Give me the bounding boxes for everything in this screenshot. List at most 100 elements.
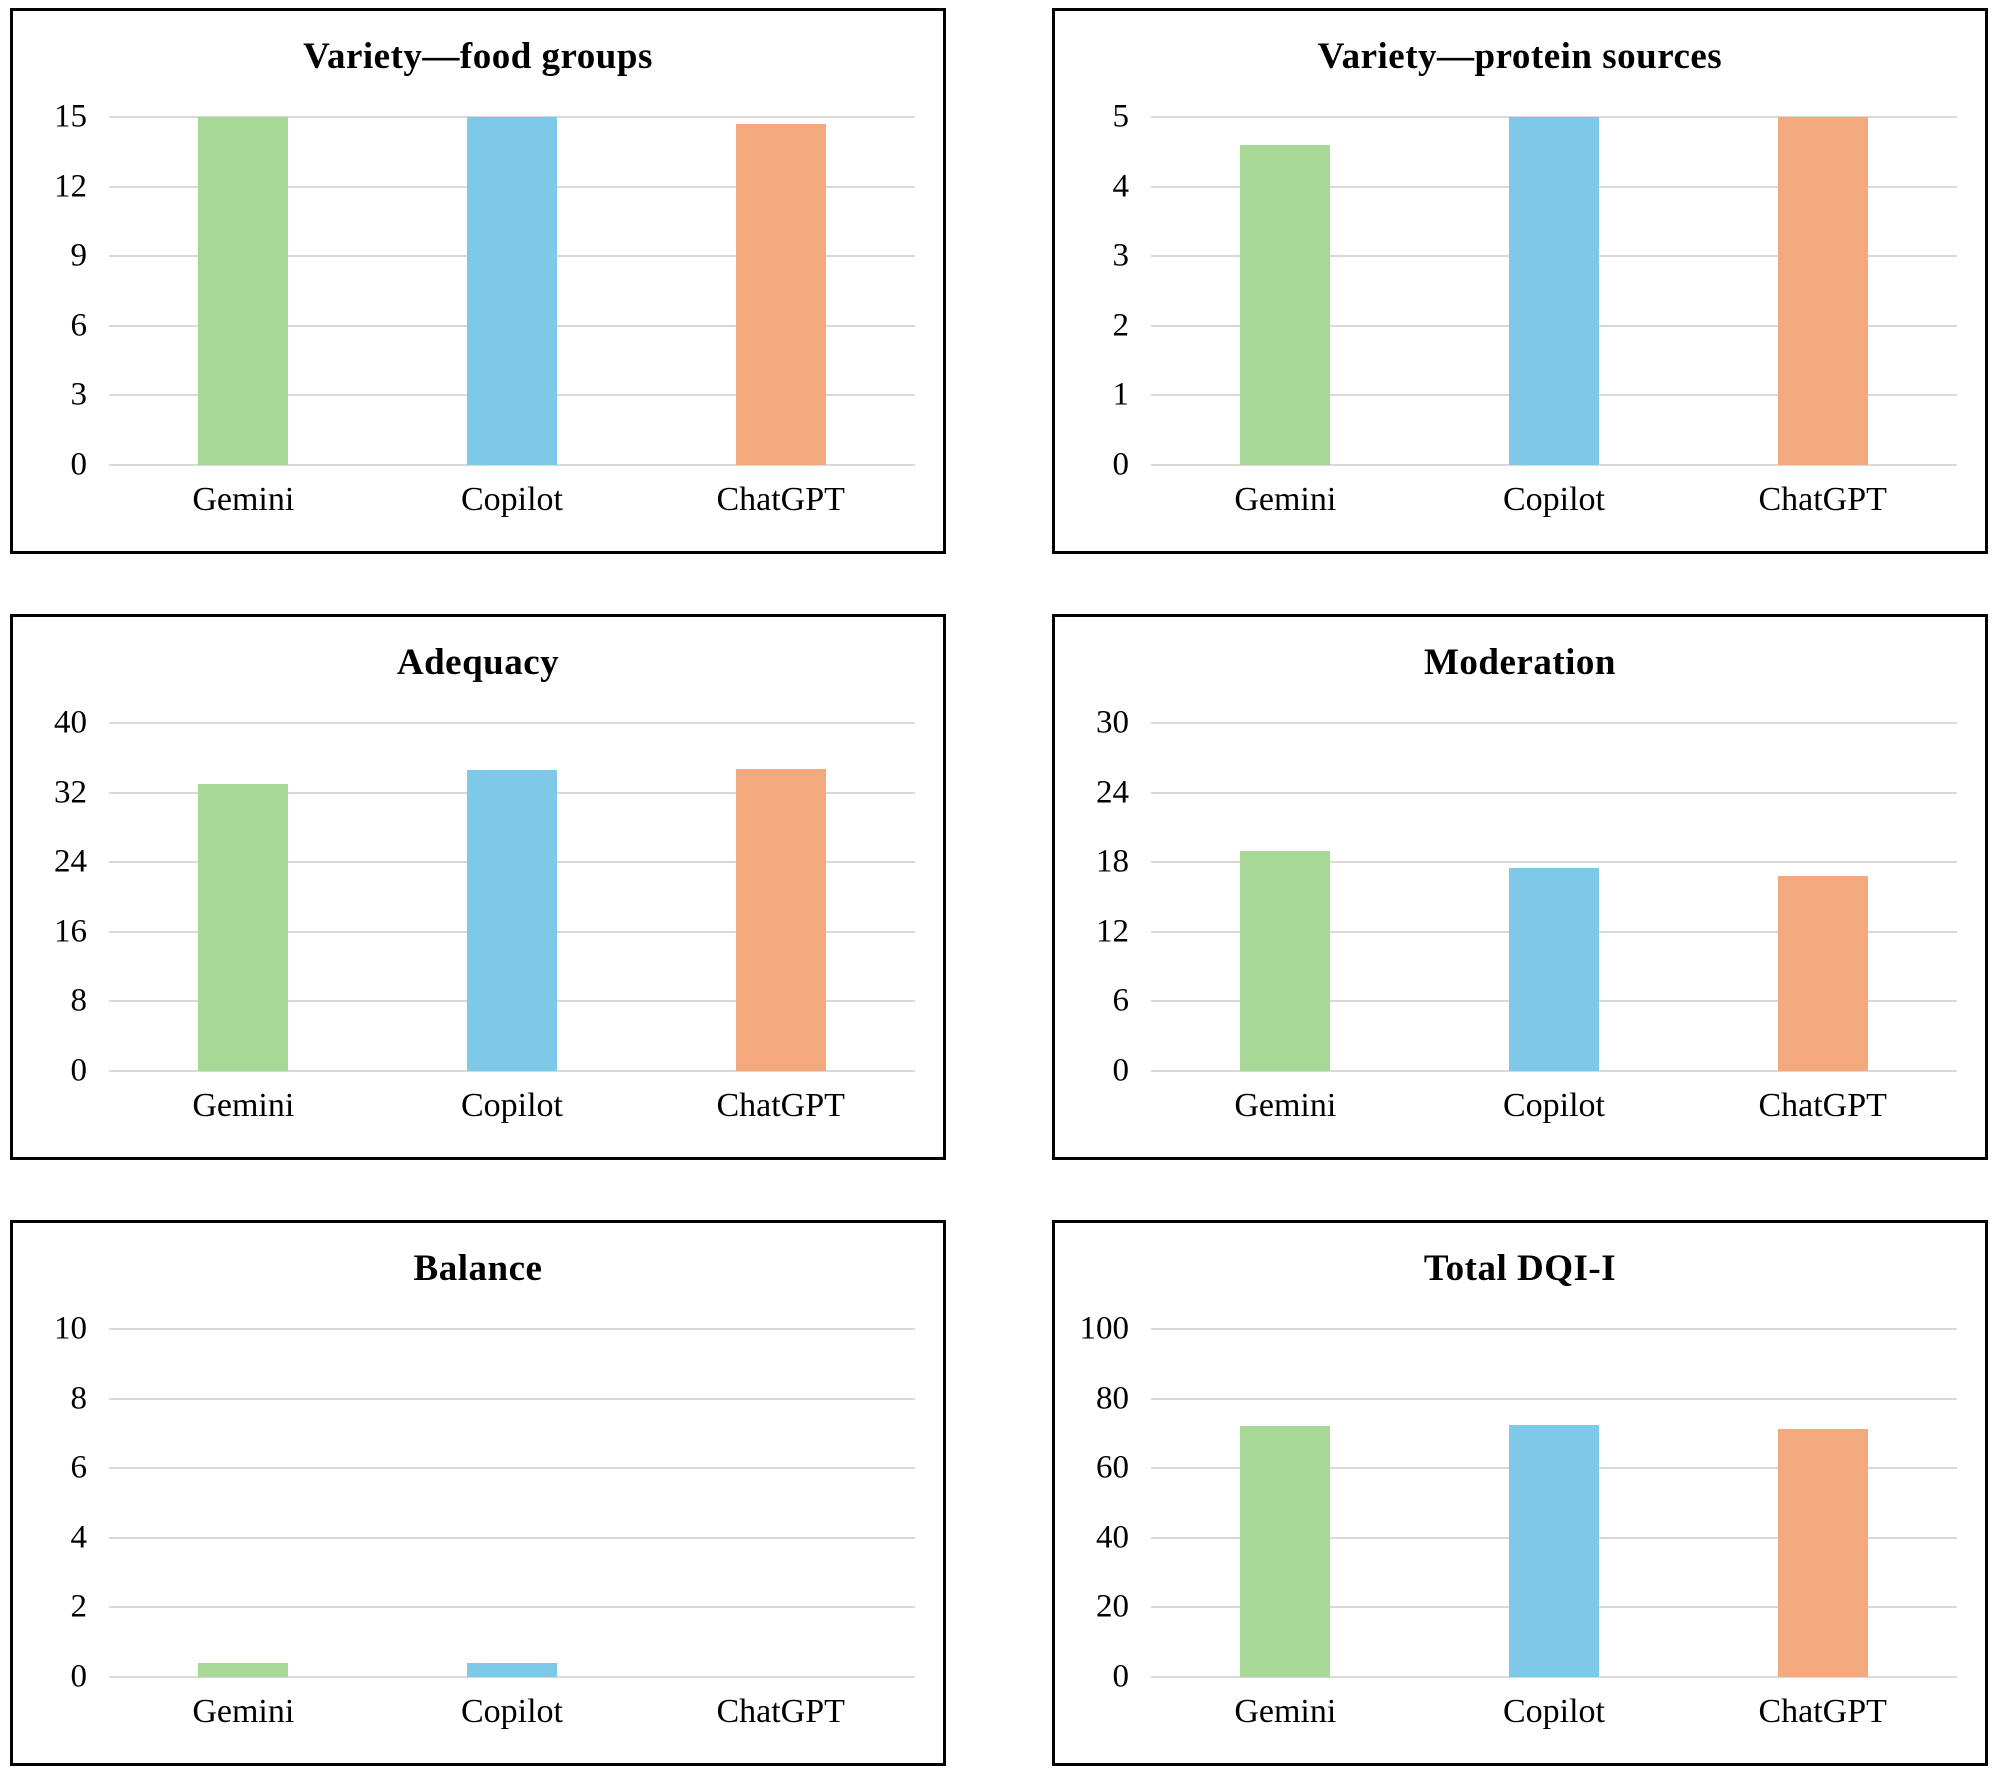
gridline bbox=[1151, 722, 1957, 724]
x-category-label: Copilot bbox=[460, 481, 564, 518]
y-tick-label: 18 bbox=[1096, 843, 1129, 880]
gridline bbox=[109, 1328, 915, 1330]
y-tick-label: 2 bbox=[70, 1588, 88, 1625]
y-tick-label: 15 bbox=[54, 98, 87, 135]
chart-title: Adequacy bbox=[396, 642, 560, 683]
gridline bbox=[1151, 791, 1957, 794]
plot-area bbox=[1151, 116, 1957, 466]
y-tick-label: 0 bbox=[70, 1658, 88, 1695]
chart-title: Variety—food groups bbox=[303, 36, 653, 77]
chart-panel-variety-protein-sources: Variety—protein sources 0 1 2 3 4 5 Gemini Cop… bbox=[1052, 8, 1988, 554]
y-tick-label: 16 bbox=[54, 913, 87, 950]
x-category-label: Gemini bbox=[1234, 1693, 1337, 1730]
x-axis-labels: Gemini Copilot ChatGPT bbox=[1151, 1677, 1957, 1747]
x-category-label: ChatGPT bbox=[1758, 481, 1887, 518]
x-axis-labels: Gemini Copilot ChatGPT bbox=[109, 465, 915, 535]
y-axis: 0 1 2 3 4 5 bbox=[1055, 100, 1151, 481]
gridline bbox=[109, 722, 915, 724]
gridline bbox=[109, 1467, 915, 1470]
bar-gemini bbox=[198, 1663, 289, 1677]
bar-gemini bbox=[198, 783, 289, 1071]
x-category-label: ChatGPT bbox=[716, 1693, 845, 1730]
x-category-label: Copilot bbox=[1502, 481, 1606, 518]
y-tick-label: 60 bbox=[1096, 1449, 1129, 1486]
bar-chatgpt bbox=[1777, 117, 1868, 465]
x-category-label: Gemini bbox=[192, 481, 295, 518]
plot-area bbox=[109, 1328, 915, 1678]
chart-area: 0 6 12 18 24 30 bbox=[1055, 706, 1985, 1087]
x-axis-labels: Gemini Copilot ChatGPT bbox=[1151, 465, 1957, 535]
chart-area: 0 8 16 24 32 40 bbox=[13, 706, 943, 1087]
y-tick-label: 6 bbox=[1112, 982, 1130, 1019]
y-axis: 0 8 16 24 32 40 bbox=[13, 706, 109, 1087]
chart-panel-total-dqi-i: Total DQI-I 0 20 40 60 80 100 Gemini Copilot Ch… bbox=[1052, 1220, 1988, 1766]
y-tick-label: 3 bbox=[1112, 237, 1130, 274]
x-axis-labels: Gemini Copilot ChatGPT bbox=[109, 1071, 915, 1141]
y-tick-label: 3 bbox=[70, 376, 88, 413]
chart-panel-balance: Balance 0 2 4 6 8 10 Gemini Copilot ChatGPT bbox=[10, 1220, 946, 1766]
x-axis-labels: Gemini Copilot ChatGPT bbox=[109, 1677, 915, 1747]
x-category-label: Copilot bbox=[1502, 1087, 1606, 1124]
chart-area: 0 1 2 3 4 5 bbox=[1055, 100, 1985, 481]
y-tick-label: 0 bbox=[1112, 1052, 1130, 1089]
bar-gemini bbox=[1240, 144, 1331, 465]
gridline bbox=[1151, 1397, 1957, 1400]
y-tick-label: 20 bbox=[1096, 1588, 1129, 1625]
gridline bbox=[1151, 1676, 1957, 1678]
y-tick-label: 6 bbox=[70, 307, 88, 344]
gridline bbox=[1151, 1328, 1957, 1330]
bar-chatgpt bbox=[1777, 1429, 1868, 1677]
gridline bbox=[109, 1070, 915, 1072]
y-tick-label: 32 bbox=[54, 774, 87, 811]
y-tick-label: 4 bbox=[70, 1519, 88, 1556]
x-category-label: ChatGPT bbox=[716, 1087, 845, 1124]
y-tick-label: 5 bbox=[1112, 98, 1130, 135]
bar-copilot bbox=[1509, 117, 1599, 465]
chart-area: 0 2 4 6 8 10 bbox=[13, 1312, 943, 1693]
bar-gemini bbox=[1240, 850, 1331, 1071]
x-category-label: Gemini bbox=[1234, 481, 1337, 518]
x-category-label: Gemini bbox=[192, 1087, 295, 1124]
plot-area bbox=[1151, 1328, 1957, 1678]
x-category-label: Gemini bbox=[1234, 1087, 1337, 1124]
plot-area bbox=[1151, 722, 1957, 1072]
chart-title: Moderation bbox=[1423, 642, 1617, 683]
chart-panel-adequacy: Adequacy 0 8 16 24 32 40 Gemini Copilot ChatGPT bbox=[10, 614, 946, 1160]
y-tick-label: 12 bbox=[1096, 913, 1129, 950]
bar-copilot bbox=[467, 1663, 557, 1677]
chart-area: 0 3 6 9 12 15 bbox=[13, 100, 943, 481]
gridline bbox=[109, 1676, 915, 1678]
bar-copilot bbox=[1509, 1424, 1599, 1677]
y-tick-label: 100 bbox=[1079, 1310, 1130, 1347]
bar-copilot bbox=[467, 117, 557, 465]
chart-title: Balance bbox=[413, 1248, 543, 1289]
chart-area: 0 20 40 60 80 100 bbox=[1055, 1312, 1985, 1693]
y-tick-label: 2 bbox=[1112, 307, 1130, 344]
y-tick-label: 24 bbox=[54, 843, 87, 880]
x-category-label: Copilot bbox=[460, 1087, 564, 1124]
bar-gemini bbox=[198, 117, 289, 465]
x-category-label: ChatGPT bbox=[1758, 1087, 1887, 1124]
gridline bbox=[1151, 464, 1957, 466]
y-tick-label: 0 bbox=[70, 1052, 88, 1089]
chart-title: Variety—protein sources bbox=[1317, 36, 1723, 77]
y-axis: 0 20 40 60 80 100 bbox=[1055, 1312, 1151, 1693]
gridline bbox=[1151, 861, 1957, 864]
bar-chatgpt bbox=[735, 769, 826, 1071]
x-category-label: Copilot bbox=[1502, 1693, 1606, 1730]
y-tick-label: 24 bbox=[1096, 774, 1129, 811]
x-category-label: Gemini bbox=[192, 1693, 295, 1730]
gridline bbox=[109, 1536, 915, 1539]
gridline bbox=[1151, 1070, 1957, 1072]
x-category-label: ChatGPT bbox=[716, 481, 845, 518]
gridline bbox=[109, 464, 915, 466]
y-axis: 0 3 6 9 12 15 bbox=[13, 100, 109, 481]
gridline bbox=[109, 1397, 915, 1400]
chart-panel-moderation: Moderation 0 6 12 18 24 30 Gemini Copilot ChatG… bbox=[1052, 614, 1988, 1160]
x-category-label: ChatGPT bbox=[1758, 1693, 1887, 1730]
y-axis: 0 6 12 18 24 30 bbox=[1055, 706, 1151, 1087]
y-tick-label: 6 bbox=[70, 1449, 88, 1486]
chart-panel-variety-food-groups: Variety—food groups 0 3 6 9 12 15 Gemini Copil… bbox=[10, 8, 946, 554]
y-tick-label: 12 bbox=[54, 168, 87, 205]
